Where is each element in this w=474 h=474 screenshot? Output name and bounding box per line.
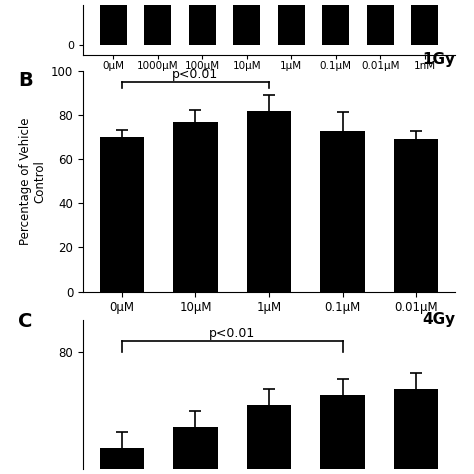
Bar: [100, 0, 127, 45]
Bar: [145, 0, 171, 45]
Bar: [233, 0, 260, 45]
Bar: [278, 0, 305, 45]
Bar: [320, 394, 365, 474]
X-axis label: SB431542 Dose: SB431542 Dose: [214, 77, 324, 90]
Text: p<0.01: p<0.01: [209, 327, 255, 340]
Bar: [320, 131, 365, 292]
Text: p<0.01: p<0.01: [173, 68, 219, 81]
Text: 1Gy: 1Gy: [422, 52, 455, 67]
Bar: [247, 405, 291, 474]
Bar: [173, 122, 218, 292]
Bar: [367, 0, 393, 45]
X-axis label: SB431542 Dose: SB431542 Dose: [210, 320, 328, 333]
Bar: [247, 111, 291, 292]
Bar: [100, 137, 144, 292]
Bar: [411, 0, 438, 45]
Y-axis label: Percentage of Vehicle
Control: Percentage of Vehicle Control: [19, 118, 47, 245]
Text: C: C: [18, 312, 32, 331]
Bar: [394, 139, 438, 292]
Text: 4Gy: 4Gy: [422, 312, 455, 328]
Bar: [173, 427, 218, 474]
Bar: [322, 0, 349, 45]
Bar: [394, 389, 438, 474]
Text: B: B: [18, 71, 33, 90]
Bar: [189, 0, 216, 45]
Bar: [100, 448, 144, 474]
